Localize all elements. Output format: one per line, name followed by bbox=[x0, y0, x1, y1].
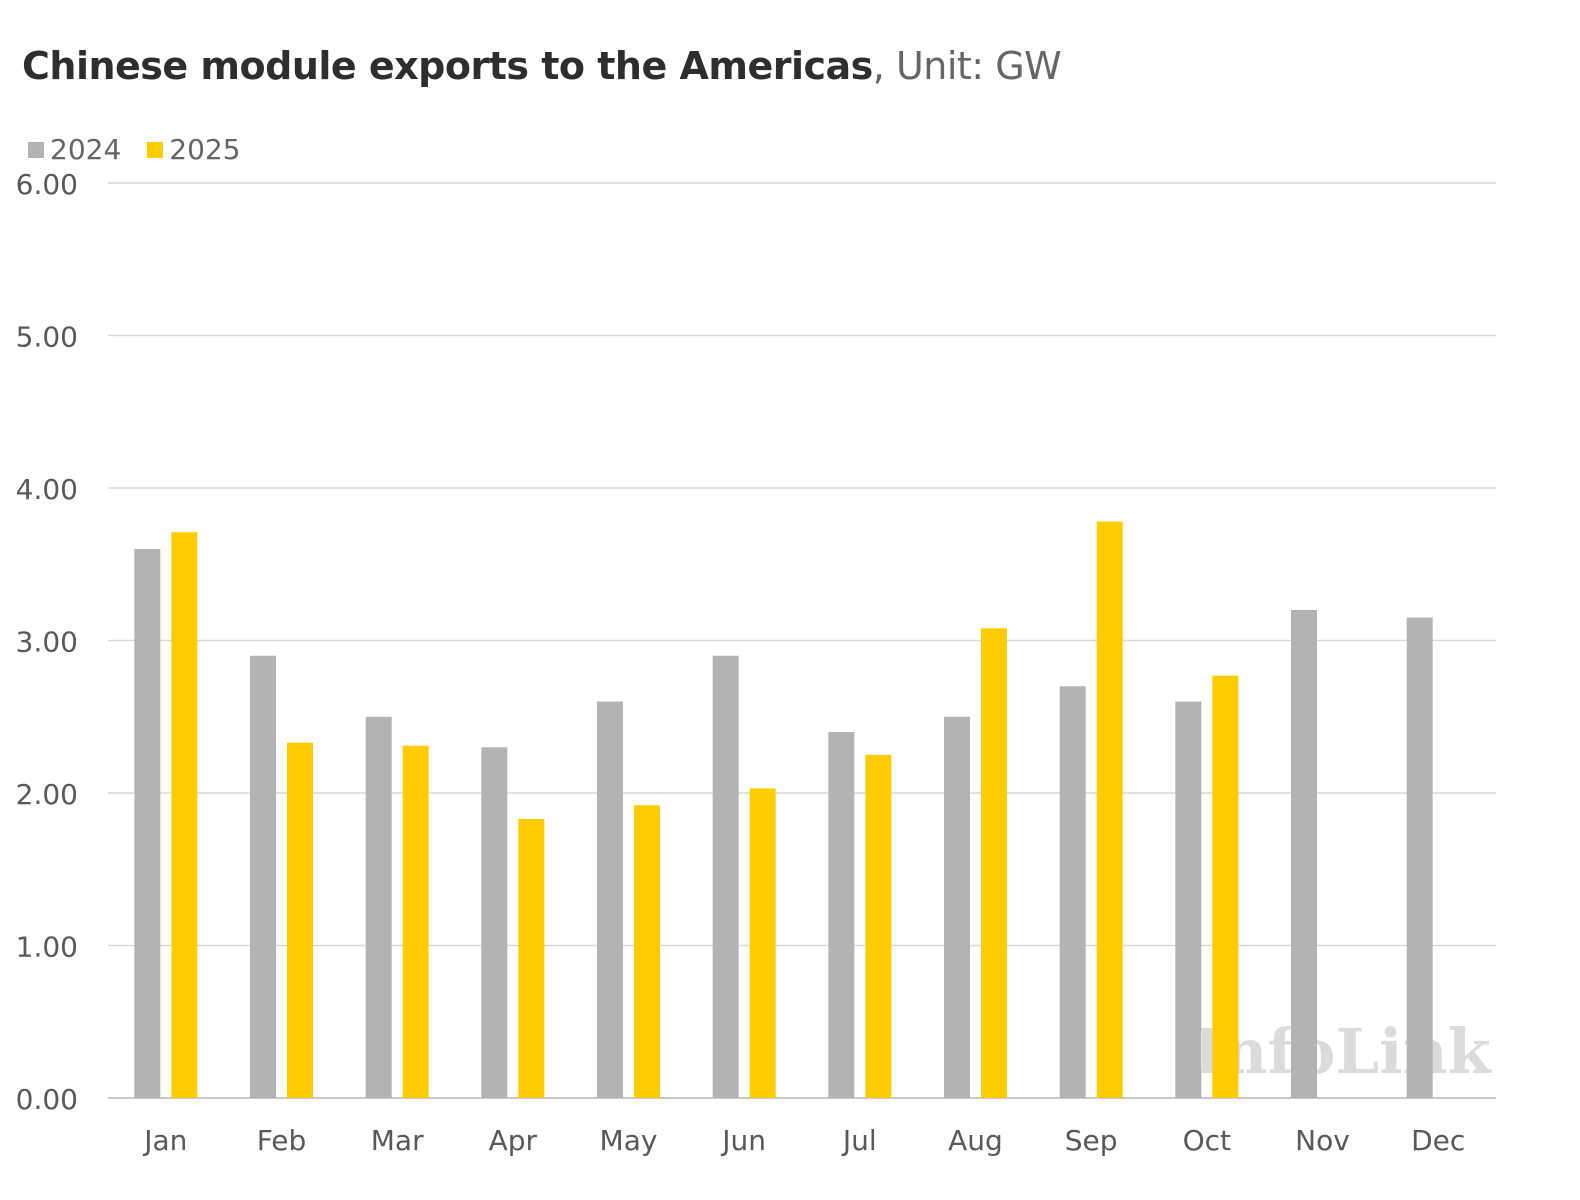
x-tick-label-feb: Feb bbox=[257, 1124, 307, 1157]
watermark-layer: InfoLink bbox=[1193, 1015, 1492, 1088]
bar-2024-nov bbox=[1291, 610, 1317, 1098]
bar-2024-jun bbox=[712, 655, 739, 1098]
bar-2025-feb bbox=[287, 742, 313, 1098]
infolink-watermark: InfoLink bbox=[1193, 1015, 1492, 1088]
bar-2025-jun bbox=[749, 788, 776, 1098]
chart-legend: 2024 2025 bbox=[28, 133, 267, 166]
bar-2025-jul bbox=[865, 754, 892, 1098]
bar-2024-may bbox=[597, 701, 623, 1098]
x-tick-label-apr: Apr bbox=[489, 1124, 538, 1157]
bar-2025-aug bbox=[981, 628, 1007, 1098]
x-tick-label-oct: Oct bbox=[1183, 1124, 1231, 1157]
x-tick-label-may: May bbox=[600, 1124, 658, 1157]
bar-2025-may bbox=[634, 805, 660, 1098]
legend-item-2024: 2024 bbox=[28, 133, 121, 166]
y-tick-label: 2.00 bbox=[16, 778, 78, 811]
legend-swatch-2024 bbox=[28, 141, 44, 158]
legend-label-2024: 2024 bbox=[50, 133, 122, 166]
x-tick-label-jun: Jun bbox=[720, 1124, 766, 1157]
legend-label-2025: 2025 bbox=[169, 133, 241, 166]
legend-swatch-2025 bbox=[147, 141, 164, 158]
bar-2025-mar bbox=[402, 745, 429, 1098]
y-tick-label: 3.00 bbox=[16, 626, 78, 659]
x-axis-ticks: Jan Feb Mar Apr May Jun Jul Aug Sep Oct Nov Dec bbox=[142, 1124, 1465, 1157]
x-tick-label-dec: Dec bbox=[1411, 1124, 1465, 1157]
bar-2024-apr bbox=[481, 747, 508, 1098]
bar-2024-mar bbox=[365, 716, 392, 1098]
y-tick-label: 0.00 bbox=[16, 1083, 78, 1116]
chart-title-unit: , Unit: GW bbox=[872, 44, 1062, 88]
x-tick-label-sep: Sep bbox=[1065, 1124, 1118, 1157]
chart-title-main: Chinese module exports to the Americas bbox=[22, 44, 873, 88]
legend-item-2025: 2025 bbox=[147, 133, 241, 166]
grid-layer bbox=[108, 182, 1496, 1099]
bar-2025-apr bbox=[518, 818, 545, 1098]
y-axis-ticks: 0.00 1.00 2.00 3.00 4.00 5.00 6.00 bbox=[16, 168, 78, 1116]
bar-2024-jul bbox=[828, 732, 855, 1098]
bar-2025-oct bbox=[1212, 675, 1239, 1098]
bars-layer bbox=[134, 521, 1433, 1098]
chart-title: Chinese module exports to the Americas, … bbox=[22, 44, 1062, 88]
x-tick-label-aug: Aug bbox=[948, 1124, 1003, 1157]
bar-2024-jan bbox=[134, 549, 161, 1098]
y-tick-label: 6.00 bbox=[16, 168, 78, 201]
bar-2025-jan bbox=[171, 532, 198, 1098]
y-tick-label: 5.00 bbox=[16, 321, 78, 354]
x-tick-label-jul: Jul bbox=[841, 1124, 877, 1157]
bar-2024-dec bbox=[1406, 617, 1433, 1098]
y-tick-label: 1.00 bbox=[16, 931, 78, 964]
x-tick-label-jan: Jan bbox=[142, 1124, 187, 1157]
bar-2024-aug bbox=[944, 716, 970, 1098]
bar-2025-sep bbox=[1096, 521, 1123, 1098]
y-tick-label: 4.00 bbox=[16, 473, 78, 506]
x-tick-label-nov: Nov bbox=[1295, 1124, 1350, 1157]
bar-2024-sep bbox=[1059, 686, 1086, 1098]
bar-2024-oct bbox=[1175, 701, 1202, 1098]
bar-2024-feb bbox=[250, 655, 276, 1098]
x-tick-label-mar: Mar bbox=[371, 1124, 424, 1157]
